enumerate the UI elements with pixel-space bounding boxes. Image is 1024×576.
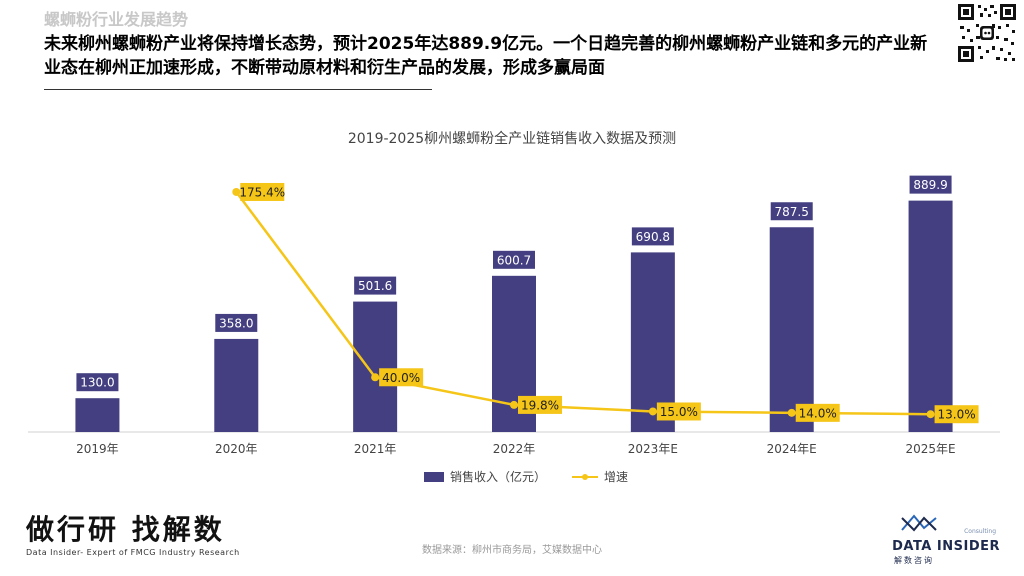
legend-bar-swatch <box>424 471 444 482</box>
growth-label-bg <box>379 368 424 387</box>
growth-label-bg <box>240 182 285 201</box>
bar-label-bg <box>770 202 813 221</box>
x-tick-label: 2022年 <box>493 442 536 456</box>
qr-code-icon <box>956 2 1018 64</box>
x-tick-label: 2024年E <box>767 442 817 456</box>
bar <box>769 227 814 432</box>
growth-point <box>648 407 657 416</box>
bar <box>75 398 120 432</box>
bar-value-label: 501.6 <box>358 279 392 293</box>
brand-left-logo: 做行研 找解数 Data Insider- Expert of FMCG Ind… <box>26 513 240 558</box>
brand-left-subtitle: Data Insider- Expert of FMCG Industry Re… <box>26 548 240 557</box>
bar <box>630 252 675 432</box>
growth-value-label: 13.0% <box>938 408 976 422</box>
growth-label-bg <box>795 403 840 422</box>
headline-divider <box>44 89 432 90</box>
growth-label-bg <box>656 402 701 421</box>
bar-value-label: 787.5 <box>775 205 809 219</box>
growth-point <box>232 187 241 196</box>
growth-value-label: 40.0% <box>382 371 420 385</box>
bar-value-label: 130.0 <box>80 376 114 390</box>
x-tick-label: 2019年 <box>76 442 119 456</box>
legend-line-swatch <box>572 472 599 482</box>
growth-value-label: 19.8% <box>521 398 559 412</box>
bar <box>214 338 259 432</box>
brand-right-name: DATA INSIDER <box>892 539 1000 554</box>
headline: 未来柳州螺蛳粉产业将保持增长态势，预计2025年达889.9亿元。一个日趋完善的… <box>44 34 928 78</box>
chart-title: 2019-2025柳州螺蛳粉全产业链销售收入数据及预测 <box>347 131 677 147</box>
growth-point <box>787 408 796 417</box>
x-tick-label: 2025年E <box>906 442 956 456</box>
brand-right-logo: Consulting DATA INSIDER 解数咨询 <box>890 508 1000 568</box>
brand-left-title: 做行研 找解数 <box>26 513 225 546</box>
growth-value-label: 15.0% <box>660 405 698 419</box>
bar-value-label: 358.0 <box>219 316 253 330</box>
growth-line <box>235 191 931 416</box>
bar-label-bg <box>354 276 397 295</box>
growth-point <box>926 410 935 419</box>
section-label: 螺蛳粉行业发展趋势 <box>44 10 189 29</box>
bar-label-bg <box>215 313 258 332</box>
x-tick-label: 2021年 <box>354 442 397 456</box>
growth-label-bg <box>934 405 979 424</box>
chart-legend: 销售收入（亿元） 增速 <box>424 468 628 485</box>
growth-value-label: 14.0% <box>799 406 837 420</box>
legend-label-growth: 增速 <box>604 470 629 484</box>
bar-value-label: 600.7 <box>497 253 531 267</box>
growth-value-label: 175.4% <box>239 185 285 199</box>
growth-label-bg <box>518 395 562 414</box>
growth-point <box>510 400 518 409</box>
logo-mark-icon <box>901 514 937 532</box>
bar-label-bg <box>493 250 535 269</box>
growth-point <box>371 373 380 382</box>
bar <box>908 200 953 432</box>
x-tick-label: 2023年E <box>628 442 678 456</box>
bar-label-bg <box>76 373 119 392</box>
x-tick-label: 2020年 <box>215 442 258 456</box>
bar-value-label: 690.8 <box>636 230 670 244</box>
bar-label-bg <box>909 175 952 194</box>
bar <box>353 301 398 432</box>
brand-right-consulting: Consulting <box>964 528 996 535</box>
brand-right-cn: 解数咨询 <box>894 556 934 565</box>
bar-value-label: 889.9 <box>913 178 947 192</box>
bar-label-bg <box>631 227 674 246</box>
data-source: 数据来源：柳州市商务局，艾媒数据中心 <box>422 545 602 556</box>
legend-label-revenue: 销售收入（亿元） <box>450 470 547 484</box>
